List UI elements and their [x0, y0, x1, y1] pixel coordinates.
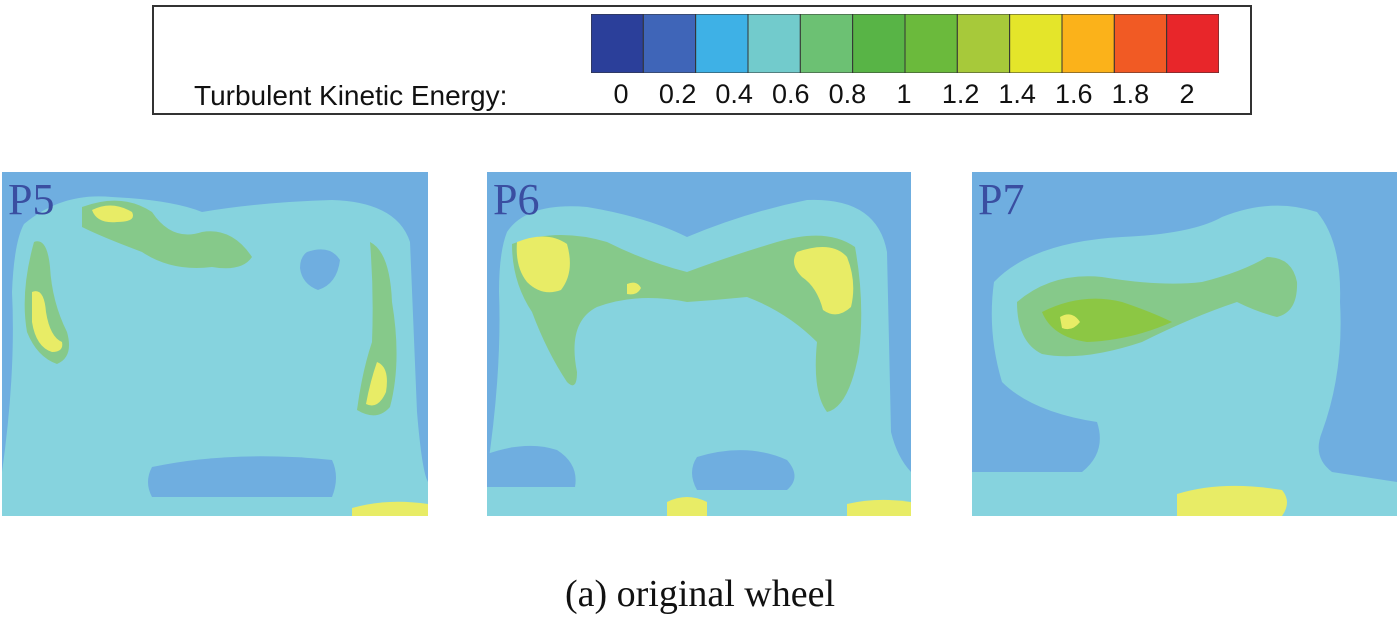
- colorbar-swatch: [904, 14, 958, 73]
- colorbar-tick-label: 1.4: [998, 79, 1036, 109]
- figure-caption: (a) original wheel: [564, 573, 836, 615]
- contour-plot-p5: [2, 172, 428, 516]
- colorbar-swatch: [1009, 14, 1063, 73]
- p5-region-mid-right: [357, 242, 397, 416]
- contour-plot-p6: [487, 172, 911, 516]
- contour-plot-p7: [972, 172, 1397, 516]
- p5-region-high-bottom: [352, 501, 428, 516]
- colorbar-tick-label: 1.2: [941, 79, 980, 109]
- p6-region-bottom-left: [487, 445, 576, 487]
- panel-label-p7: P7: [978, 175, 1025, 224]
- colorbar-ticks: 0 0.2 0.4 0.6 0.8 1 1.2 1.4 1.6 1.8 2: [154, 79, 1254, 115]
- contour-panel-p7: P7: [972, 172, 1397, 516]
- colorbar-swatch: [1061, 14, 1115, 73]
- panel-label-p6: P6: [493, 175, 540, 224]
- p6-region-mid-arc: [512, 234, 862, 412]
- colorbar-swatch: [695, 14, 749, 73]
- colorbar-swatch: [852, 14, 906, 73]
- colorbar-tick-label: 1.8: [1111, 79, 1150, 109]
- p6-region-high-right: [793, 247, 854, 315]
- colorbar-swatch: [642, 14, 697, 73]
- p5-region-high-top: [92, 205, 133, 223]
- colorbar: [591, 14, 1219, 73]
- p6-region-high-bottom-right: [847, 499, 911, 516]
- colorbar-tick-label: 0.6: [772, 79, 810, 109]
- colorbar-swatch: [1166, 14, 1219, 73]
- p6-region-high-dot: [627, 282, 641, 295]
- contour-panel-p6: P6: [487, 172, 911, 516]
- colorbar-tick-label: 0: [613, 79, 629, 109]
- p7-region-high-bottom: [1177, 485, 1287, 516]
- p5-region-high-left: [32, 291, 63, 352]
- p6-region-high-bottom: [667, 497, 707, 516]
- legend-label: Turbulent Kinetic Energy:: [194, 80, 508, 111]
- colorbar-swatch: [956, 14, 1011, 73]
- p7-region-green-core: [1042, 298, 1172, 342]
- p5-region-high-right: [366, 362, 387, 406]
- colorbar-swatch: [747, 14, 801, 73]
- legend-box: Turbulent Kinetic Energy: 0 0.2 0.4 0.6 0.8 1…: [152, 5, 1252, 115]
- colorbar-tick-label: 0.8: [828, 79, 867, 109]
- p6-region-high-left: [516, 236, 570, 293]
- panel-label-p5: P5: [8, 175, 55, 224]
- p5-region-bottom-dip: [148, 456, 336, 497]
- p7-region-high-dot: [1060, 314, 1080, 330]
- colorbar-swatch: [1113, 14, 1168, 73]
- colorbar-tick-label: 1.6: [1055, 79, 1093, 109]
- p5-region-hole: [300, 249, 340, 290]
- colorbar-tick-label: 0.2: [658, 79, 697, 109]
- colorbar-tick-label: 1: [896, 79, 912, 109]
- colorbar-tick-label: 0.4: [715, 79, 753, 109]
- contour-panel-p5: P5: [2, 172, 428, 516]
- colorbar-swatch: [799, 14, 854, 73]
- colorbar-swatch: [591, 14, 644, 73]
- colorbar-tick-label: 2: [1179, 79, 1195, 109]
- p6-region-bottom-mid: [692, 450, 795, 490]
